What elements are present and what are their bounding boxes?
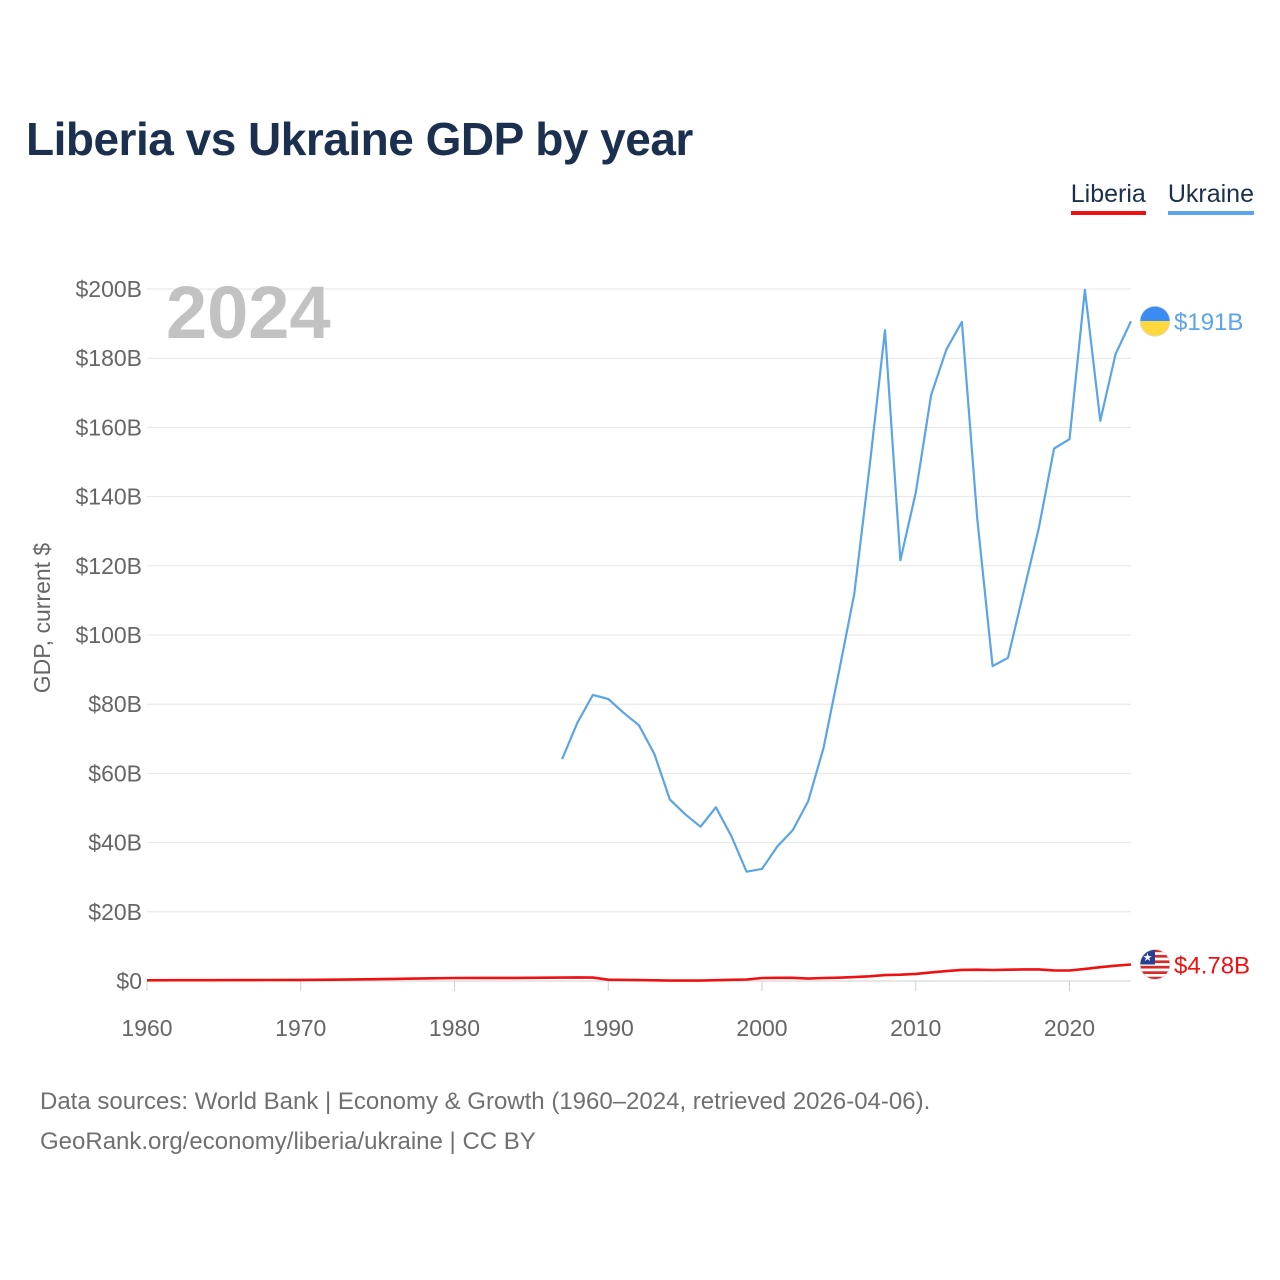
y-tick-label: $180B [75, 345, 142, 371]
x-tick-label: 1970 [275, 1015, 326, 1041]
series-line-liberia[interactable] [146, 963, 1132, 982]
x-tick-label: 1990 [583, 1015, 634, 1041]
gridlines [147, 288, 1131, 982]
x-axis-ticks: 1960 1970 1980 1990 2000 2010 2020 [121, 981, 1095, 1041]
footer: Data sources: World Bank | Economy & Gro… [40, 1082, 930, 1162]
svg-text:★: ★ [1143, 951, 1153, 964]
y-tick-label: $60B [88, 760, 142, 786]
series-lines [146, 288, 1132, 982]
y-tick-label: $80B [88, 691, 142, 717]
liberia-flag-icon: ★ [1139, 949, 1171, 980]
year-watermark: 2024 [166, 271, 331, 354]
legend-item-ukraine[interactable]: Ukraine [1167, 180, 1254, 215]
x-tick-label: 2010 [890, 1015, 941, 1041]
y-tick-label: $160B [75, 414, 142, 440]
y-tick-label: $20B [88, 899, 142, 925]
ukraine-flag-icon [1139, 305, 1171, 337]
x-tick-label: 1980 [429, 1015, 480, 1041]
series-line-ukraine[interactable] [561, 288, 1132, 873]
x-tick-label: 1960 [121, 1015, 172, 1041]
x-tick-label: 2000 [736, 1015, 787, 1041]
legend-item-liberia[interactable]: Liberia [1070, 180, 1146, 215]
data-sources: Data sources: World Bank | Economy & Gro… [40, 1088, 931, 1115]
x-tick-label: 2020 [1044, 1015, 1095, 1041]
end-label-ukraine: $191B [1174, 309, 1243, 336]
y-tick-label: $0 [116, 968, 142, 994]
y-tick-label: $140B [75, 484, 142, 510]
y-tick-label: $120B [75, 553, 142, 579]
y-tick-label: $200B [75, 276, 142, 302]
y-axis-ticks: $0 $20B $40B $60B $80B $100B $120B $140B $160B $1… [75, 276, 142, 994]
y-tick-label: $40B [88, 830, 142, 856]
y-tick-label: $100B [75, 622, 142, 648]
end-label-liberia: $4.78B [1174, 952, 1250, 979]
legend: Liberia Ukraine [1070, 180, 1254, 215]
y-axis-label: GDP, current $ [29, 543, 55, 694]
end-markers: $191B ★ $4.78B [1139, 305, 1250, 980]
attribution-link[interactable]: GeoRank.org/economy/liberia/ukraine | CC… [40, 1128, 536, 1155]
chart-title: Liberia vs Ukraine GDP by year [26, 113, 693, 165]
